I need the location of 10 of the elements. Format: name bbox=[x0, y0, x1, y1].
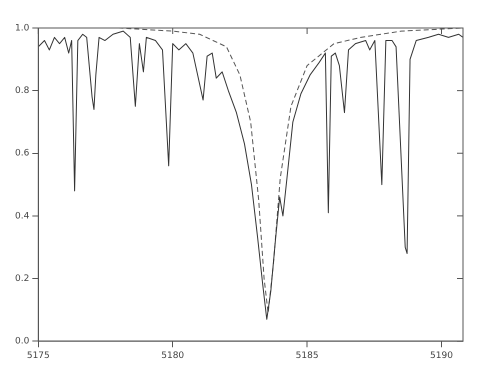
x-tick-label: 5185 bbox=[296, 350, 319, 361]
x-tick-label: 5175 bbox=[26, 350, 50, 361]
y-tick-label: 0.2 bbox=[14, 274, 30, 284]
y-tick-label: 0.8 bbox=[14, 86, 30, 96]
y-tick-label: 0.6 bbox=[14, 148, 30, 159]
y-tick-label: 1.0 bbox=[14, 23, 30, 34]
x-tick-label: 5180 bbox=[161, 350, 184, 361]
x-tick-label: 5190 bbox=[430, 350, 454, 361]
y-tick-label: 0.0 bbox=[14, 336, 30, 347]
y-tick-label: 0.4 bbox=[14, 211, 30, 222]
